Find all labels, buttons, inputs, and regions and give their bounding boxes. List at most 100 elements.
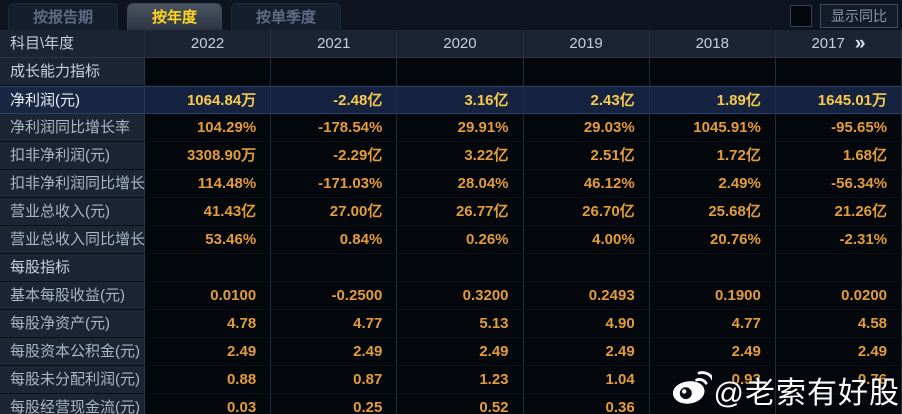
value-cell: 0.84% (271, 226, 398, 254)
value-cell: 104.29% (145, 114, 272, 142)
tab-by-year[interactable]: 按年度 (127, 3, 223, 30)
value-cell: 4.77 (271, 310, 398, 338)
value-cell: 0.93 (649, 366, 776, 394)
year-column-header: 2018 (649, 30, 776, 58)
year-column-header: 2017 » (775, 30, 902, 58)
value-cell: -56.34% (775, 170, 902, 198)
row-label: 扣非净利润同比增长率 (0, 170, 145, 198)
table-row[interactable]: 每股净资产(元) 4.78 4.77 5.13 4.90 4.77 4.58 (0, 310, 902, 338)
value-cell: 53.46% (145, 226, 272, 254)
year-column-header: 2019 (523, 30, 650, 58)
value-cell: 25.68亿 (649, 198, 776, 226)
value-cell: 4.58 (775, 310, 902, 338)
value-cell: -0.2500 (271, 282, 398, 310)
value-cell: 3.16亿 (397, 86, 524, 114)
value-cell: 1.23 (397, 366, 524, 394)
value-cell: 0.76 (775, 366, 902, 394)
show-yoy-button[interactable]: 显示同比 (820, 4, 898, 28)
table-row[interactable]: 营业总收入(元) 41.43亿 27.00亿 26.77亿 26.70亿 25.68亿 21… (0, 198, 902, 226)
value-cell: 114.48% (145, 170, 272, 198)
row-label: 每股资本公积金(元) (0, 338, 145, 366)
table-row[interactable]: 基本每股收益(元) 0.0100 -0.2500 0.3200 0.2493 0.1900… (0, 282, 902, 310)
value-cell: 3.22亿 (397, 142, 524, 170)
value-cell (145, 254, 272, 282)
tab-by-report-period[interactable]: 按报告期 (8, 3, 119, 30)
row-label: 每股经营现金流(元) (0, 394, 145, 414)
year-label: 2021 (317, 35, 351, 52)
table-row[interactable]: 每股未分配利润(元) 0.88 0.87 1.23 1.04 0.93 0.76 (0, 366, 902, 394)
value-cell: 0.0200 (775, 282, 902, 310)
value-cell: 2.49 (145, 338, 272, 366)
period-tabbar: 按报告期 按年度 按单季度 显示同比 (0, 0, 902, 30)
value-cell: 0.25 (271, 394, 398, 414)
row-label: 基本每股收益(元) (0, 282, 145, 310)
value-cell: 5.13 (397, 310, 524, 338)
value-cell: 2.43亿 (523, 86, 650, 114)
table-body: 成长能力指标 净利润(元) 1064.84万 -2.48亿 3.16亿 2.43亿 1.89… (0, 58, 902, 414)
value-cell (397, 58, 524, 86)
value-cell: 0.0100 (145, 282, 272, 310)
value-cell (271, 58, 398, 86)
row-label: 净利润(元) (0, 86, 145, 114)
year-label: 2017 (811, 34, 845, 52)
value-cell: 2.49 (649, 338, 776, 366)
value-cell: -2.48亿 (271, 86, 398, 114)
value-cell: 4.00% (523, 226, 650, 254)
year-label: 2019 (569, 35, 603, 52)
value-cell (775, 254, 902, 282)
value-cell (397, 254, 524, 282)
year-column-header: 2022 (145, 30, 272, 58)
table-row[interactable]: 净利润同比增长率 104.29% -178.54% 29.91% 29.03% 1045.… (0, 114, 902, 142)
value-cell: 46.12% (523, 170, 650, 198)
value-cell: 20.76% (649, 226, 776, 254)
value-cell: -171.03% (271, 170, 398, 198)
tab-by-single-quarter[interactable]: 按单季度 (231, 3, 342, 30)
table-header-row: 科目\年度 2022 2021 2020 2019 2018 2017 » (0, 30, 902, 58)
value-cell: 26.70亿 (523, 198, 650, 226)
value-cell: 4.77 (649, 310, 776, 338)
value-cell: 1.68亿 (775, 142, 902, 170)
value-cell: 0.26% (397, 226, 524, 254)
value-cell: 2.49 (397, 338, 524, 366)
value-cell: -2.31% (775, 226, 902, 254)
table-row[interactable]: 每股经营现金流(元) 0.03 0.25 0.52 0.36 (0, 394, 902, 414)
more-years-icon[interactable]: » (854, 32, 866, 54)
value-cell: 2.49 (775, 338, 902, 366)
value-cell (775, 394, 902, 414)
section-row[interactable]: 成长能力指标 (0, 58, 902, 86)
value-cell: 3308.90万 (145, 142, 272, 170)
year-label: 2018 (695, 35, 729, 52)
value-cell: 2.49 (523, 338, 650, 366)
table-row[interactable]: 扣非净利润同比增长率114.48%-171.03%28.04%46.12%2.4… (0, 170, 902, 198)
value-cell (271, 254, 398, 282)
row-label: 成长能力指标 (0, 58, 145, 86)
value-cell: 4.90 (523, 310, 650, 338)
value-cell: 21.26亿 (775, 198, 902, 226)
value-cell: 0.88 (145, 366, 272, 394)
year-header-cells: 2022 2021 2020 2019 2018 2017 » (145, 30, 902, 58)
value-cell: 26.77亿 (397, 198, 524, 226)
year-label: 2022 (190, 35, 225, 52)
value-cell: 1045.91% (649, 114, 776, 142)
section-row[interactable]: 每股指标 (0, 254, 902, 282)
row-label: 营业总收入(元) (0, 198, 145, 226)
table-row[interactable]: 扣非净利润(元) 3308.90万 -2.29亿 3.22亿 2.51亿 1.72亿 1.6… (0, 142, 902, 170)
value-cell: 29.91% (397, 114, 524, 142)
value-cell: 2.49% (649, 170, 776, 198)
value-cell: 0.1900 (649, 282, 776, 310)
value-cell (649, 58, 776, 86)
value-cell: 1.04 (523, 366, 650, 394)
row-label: 净利润同比增长率 (0, 114, 145, 142)
show-yoy-checkbox[interactable] (790, 5, 812, 27)
table-row[interactable]: 净利润(元) 1064.84万 -2.48亿 3.16亿 2.43亿 1.89亿 1645.… (0, 86, 902, 114)
row-label: 每股净资产(元) (0, 310, 145, 338)
row-label: 扣非净利润(元) (0, 142, 145, 170)
value-cell: 0.36 (523, 394, 650, 414)
value-cell: 28.04% (397, 170, 524, 198)
value-cell: 2.51亿 (523, 142, 650, 170)
table-row[interactable]: 营业总收入同比增长率53.46%0.84%0.26%4.00%20.76%-2.… (0, 226, 902, 254)
value-cell: 4.78 (145, 310, 272, 338)
value-cell: 0.03 (145, 394, 272, 414)
value-cell: -95.65% (775, 114, 902, 142)
table-row[interactable]: 每股资本公积金(元) 2.49 2.49 2.49 2.49 2.49 2.49 (0, 338, 902, 366)
